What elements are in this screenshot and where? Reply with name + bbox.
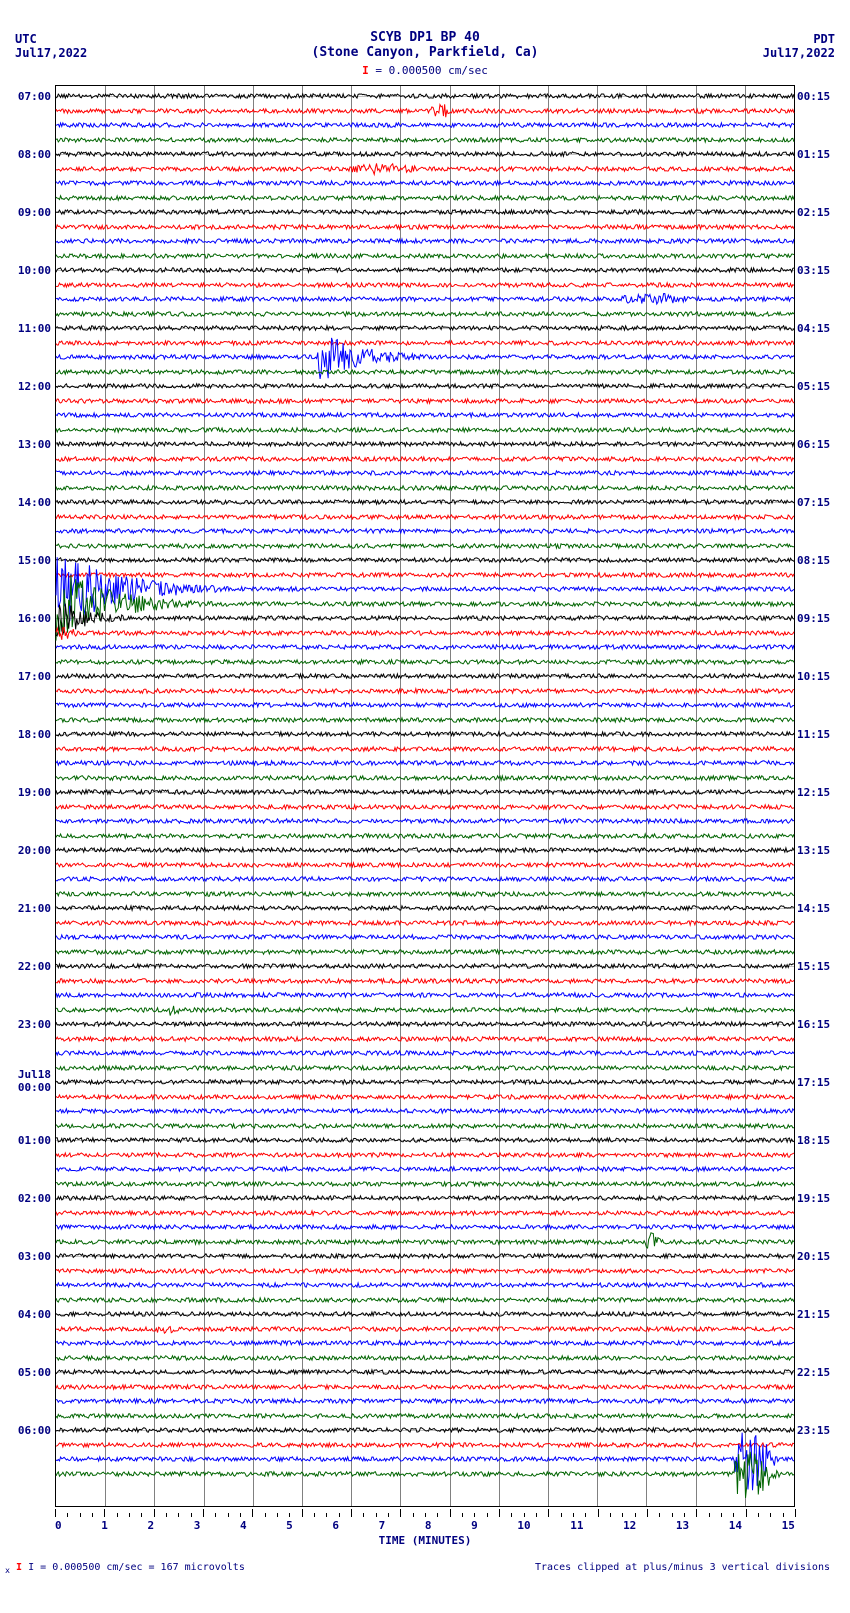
utc-time-label: 05:00 bbox=[6, 1366, 51, 1379]
utc-time-label: 12:00 bbox=[6, 380, 51, 393]
x-tick-label: 8 bbox=[425, 1519, 432, 1532]
utc-time-label: 07:00 bbox=[6, 90, 51, 103]
right-tz-block: PDT Jul17,2022 bbox=[763, 32, 835, 60]
utc-time-label: 08:00 bbox=[6, 148, 51, 161]
utc-time-label: 15:00 bbox=[6, 554, 51, 567]
utc-time-label: 02:00 bbox=[6, 1192, 51, 1205]
trace-row bbox=[56, 1474, 794, 1475]
seismogram-plot: 07:0008:0009:0010:0011:0012:0013:0014:00… bbox=[55, 85, 795, 1507]
x-tick-label: 2 bbox=[147, 1519, 154, 1532]
pdt-time-label: 01:15 bbox=[797, 148, 842, 161]
pdt-time-label: 15:15 bbox=[797, 960, 842, 973]
utc-time-label: 19:00 bbox=[6, 786, 51, 799]
utc-time-label: 18:00 bbox=[6, 728, 51, 741]
x-tick-label: 11 bbox=[570, 1519, 583, 1532]
pdt-time-label: 22:15 bbox=[797, 1366, 842, 1379]
left-date: Jul17,2022 bbox=[15, 46, 87, 60]
utc-time-label: 13:00 bbox=[6, 438, 51, 451]
utc-time-label: 10:00 bbox=[6, 264, 51, 277]
utc-time-label: 14:00 bbox=[6, 496, 51, 509]
utc-time-label: 21:00 bbox=[6, 902, 51, 915]
pdt-time-label: 08:15 bbox=[797, 554, 842, 567]
utc-time-label: 06:00 bbox=[6, 1424, 51, 1437]
x-tick-label: 14 bbox=[729, 1519, 742, 1532]
utc-time-label: Jul1800:00 bbox=[6, 1068, 51, 1094]
utc-time-label: 01:00 bbox=[6, 1134, 51, 1147]
pdt-time-label: 05:15 bbox=[797, 380, 842, 393]
pdt-time-label: 06:15 bbox=[797, 438, 842, 451]
x-tick-label: 9 bbox=[471, 1519, 478, 1532]
left-tz-block: UTC Jul17,2022 bbox=[15, 32, 87, 60]
x-axis-title: TIME (MINUTES) bbox=[0, 1534, 850, 1547]
right-date: Jul17,2022 bbox=[763, 46, 835, 60]
pdt-time-label: 02:15 bbox=[797, 206, 842, 219]
x-tick-label: 5 bbox=[286, 1519, 293, 1532]
x-tick-label: 10 bbox=[517, 1519, 530, 1532]
x-tick-label: 7 bbox=[379, 1519, 386, 1532]
footer: x I I = 0.000500 cm/sec = 167 microvolts… bbox=[0, 1547, 850, 1585]
x-tick-label: 15 bbox=[782, 1519, 795, 1532]
pdt-time-label: 03:15 bbox=[797, 264, 842, 277]
pdt-time-label: 13:15 bbox=[797, 844, 842, 857]
pdt-time-label: 17:15 bbox=[797, 1076, 842, 1089]
utc-time-label: 16:00 bbox=[6, 612, 51, 625]
x-tick-label: 3 bbox=[194, 1519, 201, 1532]
utc-time-label: 20:00 bbox=[6, 844, 51, 857]
utc-time-label: 23:00 bbox=[6, 1018, 51, 1031]
pdt-time-label: 19:15 bbox=[797, 1192, 842, 1205]
pdt-time-label: 20:15 bbox=[797, 1250, 842, 1263]
x-tick-label: 13 bbox=[676, 1519, 689, 1532]
footer-left: x I I = 0.000500 cm/sec = 167 microvolts bbox=[5, 1562, 245, 1575]
pdt-time-label: 14:15 bbox=[797, 902, 842, 915]
footer-right: Traces clipped at plus/minus 3 vertical … bbox=[535, 1562, 830, 1575]
pdt-time-label: 00:15 bbox=[797, 90, 842, 103]
x-tick-label: 4 bbox=[240, 1519, 247, 1532]
utc-time-label: 22:00 bbox=[6, 960, 51, 973]
pdt-time-label: 10:15 bbox=[797, 670, 842, 683]
utc-time-label: 11:00 bbox=[6, 322, 51, 335]
x-tick-label: 6 bbox=[332, 1519, 339, 1532]
pdt-time-label: 18:15 bbox=[797, 1134, 842, 1147]
left-tz: UTC bbox=[15, 32, 87, 46]
utc-time-label: 04:00 bbox=[6, 1308, 51, 1321]
pdt-time-label: 11:15 bbox=[797, 728, 842, 741]
pdt-time-label: 09:15 bbox=[797, 612, 842, 625]
pdt-time-label: 23:15 bbox=[797, 1424, 842, 1437]
utc-time-label: 17:00 bbox=[6, 670, 51, 683]
x-tick-row bbox=[55, 1507, 795, 1517]
pdt-time-label: 21:15 bbox=[797, 1308, 842, 1321]
right-tz: PDT bbox=[763, 32, 835, 46]
pdt-time-label: 16:15 bbox=[797, 1018, 842, 1031]
utc-time-label: 09:00 bbox=[6, 206, 51, 219]
x-tick-label: 12 bbox=[623, 1519, 636, 1532]
pdt-time-label: 07:15 bbox=[797, 496, 842, 509]
utc-time-label: 03:00 bbox=[6, 1250, 51, 1263]
x-tick-label: 1 bbox=[101, 1519, 108, 1532]
pdt-time-label: 04:15 bbox=[797, 322, 842, 335]
x-axis: 0123456789101112131415 bbox=[55, 1519, 795, 1532]
pdt-time-label: 12:15 bbox=[797, 786, 842, 799]
x-tick-label: 0 bbox=[55, 1519, 62, 1532]
